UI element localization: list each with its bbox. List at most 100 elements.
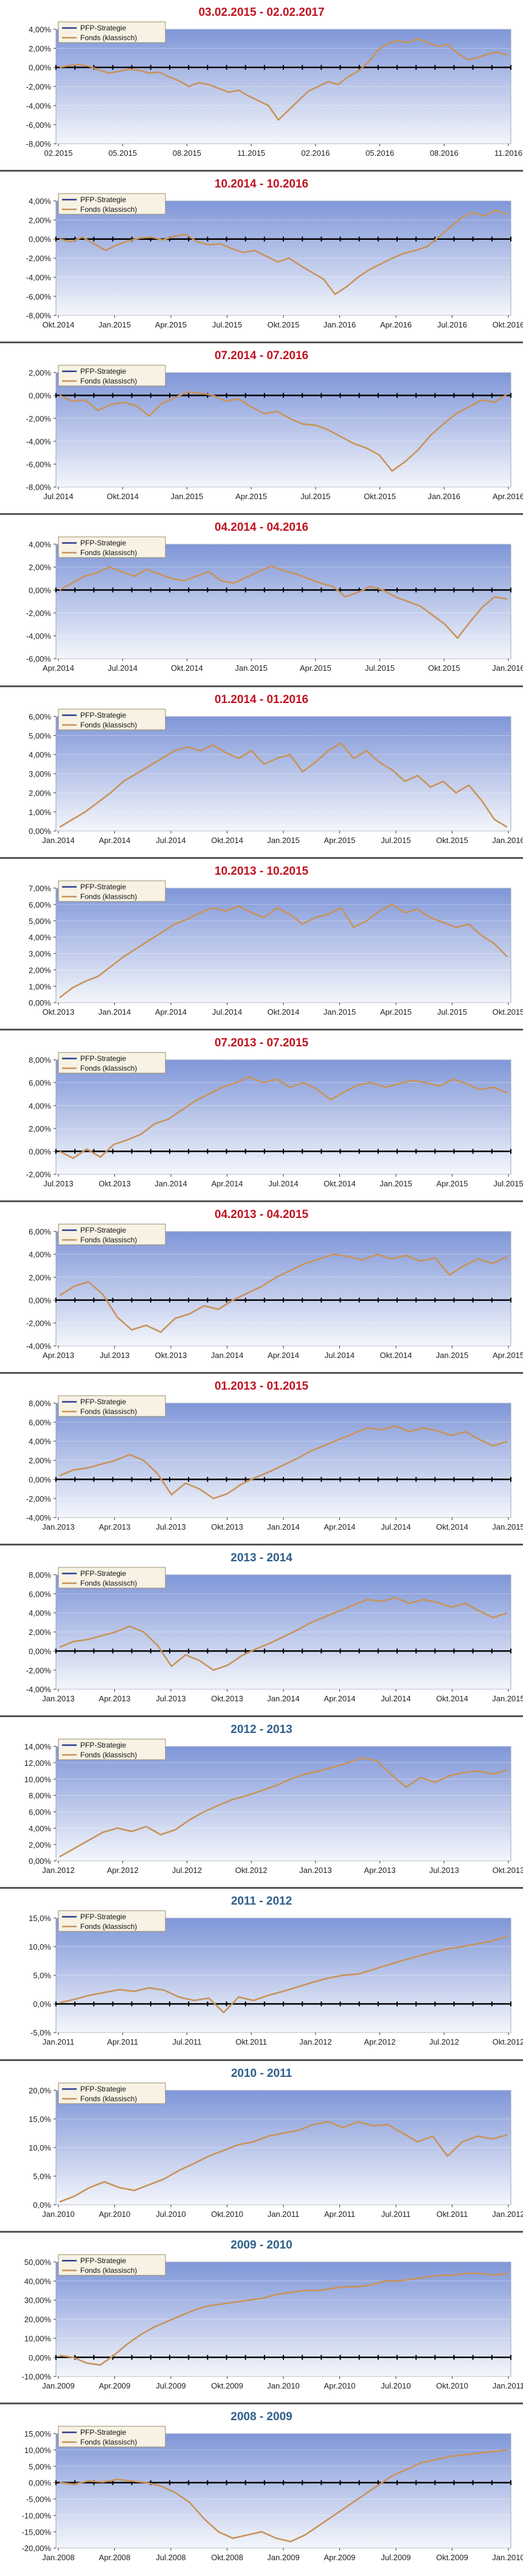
legend-label: PFP-Strategie [80,883,126,891]
y-tick-label: 7,00% [29,884,51,893]
x-tick-label: Okt.2014 [268,1007,300,1017]
y-tick-label: 0,00% [29,998,51,1007]
y-tick-label: -8,00% [26,139,52,149]
y-tick-label: 2,00% [29,215,51,225]
x-tick-label: Jul.2015 [212,320,242,329]
y-tick-label: -4,00% [26,273,52,282]
legend-label: PFP-Strategie [80,711,126,719]
y-tick-label: -2,00% [26,1318,52,1328]
y-tick-label: -6,00% [26,460,52,469]
x-tick-label: 02.2016 [301,149,330,158]
y-tick-label: -2,00% [26,1666,52,1675]
y-tick-label: -5,0% [30,2029,51,2038]
x-tick-label: Apr.2015 [436,1179,468,1188]
y-tick-label: -4,00% [26,437,52,446]
legend-label: PFP-Strategie [80,1741,126,1749]
legend-box [58,1395,166,1417]
x-tick-label: Jan.2011 [43,2038,75,2047]
x-tick-label: 05.2015 [108,149,137,158]
chart-title: 2008 - 2009 [230,2410,293,2423]
x-tick-label: Apr.2012 [364,2038,396,2047]
x-tick-label: Okt.2012 [493,2038,523,2047]
x-tick-label: Jul.2014 [212,1007,242,1017]
y-tick-label: 10,00% [24,2446,52,2455]
x-tick-label: Jan.2016 [492,664,523,673]
y-tick-label: 10,0% [29,2143,51,2152]
panel-separator [0,170,523,172]
chart-svg: 4,00%2,00%0,00%-2,00%-4,00%-6,00%Apr.201… [26,536,523,673]
y-tick-label: 0,0% [33,2200,51,2210]
x-tick-label: Jul.2014 [43,492,73,501]
y-tick-label: 6,00% [29,1590,51,1599]
chart-panel: 2010 - 2011 20,0% 15,0% 10,0% 5,0% 0,0% Jan.20… [0,2061,523,2233]
y-tick-label: -6,00% [26,292,52,301]
x-tick-label: Jan.2010 [267,2381,300,2390]
chart-panel: 10.2013 - 10.2015 7,00% 6,00% 5,00% 4,00% 3,0… [0,859,523,1031]
x-tick-label: Okt.2010 [436,2381,468,2390]
panel-separator [0,1372,523,1374]
x-tick-label: Jan.2015 [235,664,268,673]
x-tick-label: Jul.2012 [172,1866,202,1875]
legend-label: Fonds (klassisch) [80,721,137,729]
chart-panel: 07.2014 - 07.2016 2,00% 0,00% -2,00% -4,00% -… [0,343,523,516]
x-tick-label: Jul.2013 [156,1694,185,1703]
x-tick-label: Jul.2013 [100,1351,130,1360]
plot-area [55,1231,511,1346]
x-tick-label: Jan.2015 [492,1694,523,1703]
x-tick-label: Apr.2009 [99,2381,130,2390]
y-tick-label: -2,00% [26,1170,52,1179]
chart-title: 03.02.2015 - 02.02.2017 [198,6,325,19]
x-tick-label: Jul.2008 [156,2553,185,2562]
x-tick-label: Okt.2014 [171,664,203,673]
y-tick-label: 0,00% [29,1647,51,1656]
x-tick-label: Jul.2011 [172,2038,201,2047]
chart-panel: 2008 - 2009 15,00% 10,00% 5,00% 0,00% -5,00% -… [0,2404,523,2576]
y-tick-label: -2,00% [26,609,52,618]
y-tick-label: 20,00% [24,2315,52,2324]
x-tick-label: Jan.2014 [267,1522,300,1531]
plot-area [55,29,511,144]
legend-box [58,2082,166,2104]
chart-panel: 07.2013 - 07.2015 8,00% 6,00% 4,00% 2,00% 0,0… [0,1031,523,1202]
y-tick-label: -2,00% [26,1494,52,1503]
y-tick-label: 40,00% [24,2277,52,2286]
x-tick-label: Okt.2014 [436,1522,468,1531]
x-tick-label: Apr.2014 [324,1522,355,1531]
x-tick-label: Jul.2014 [381,1522,410,1531]
y-tick-label: -2,00% [26,415,52,424]
series-line-fonds [59,38,508,121]
x-tick-label: Apr.2015 [235,492,267,501]
y-tick-label: -20,00% [22,2544,52,2553]
chart-svg: 6,00%5,00%4,00%3,00%2,00%1,00%0,00%Jan.2… [29,709,523,845]
x-tick-label: Jan.2011 [268,2210,300,2219]
chart-panel: 01.2013 - 01.2015 8,00% 6,00% 4,00% 2,00% 0,0… [0,1374,523,1546]
legend-label: Fonds (klassisch) [80,892,137,901]
x-tick-label: Jan.2012 [299,2038,332,2047]
y-tick-label: 30,00% [24,2295,52,2305]
y-tick-label: -15,00% [22,2527,52,2536]
legend-label: PFP-Strategie [80,1226,126,1234]
x-tick-label: Apr.2010 [99,2210,130,2219]
y-tick-label: 10,0% [29,1942,51,1951]
x-tick-label: Okt.2009 [436,2553,468,2562]
y-tick-label: 8,00% [29,1055,51,1065]
x-tick-label: Jul.2015 [437,1007,467,1017]
y-tick-label: 2,00% [29,44,51,53]
y-tick-label: 6,00% [29,1418,51,1427]
y-tick-label: -5,00% [26,2494,52,2504]
series-line-fonds [59,1936,508,2014]
x-tick-label: Okt.2014 [380,1351,412,1360]
series-line-fonds [59,1597,508,1671]
x-tick-label: Jul.2015 [493,1179,523,1188]
plot-area [55,2433,511,2549]
x-tick-label: Apr.2013 [43,1351,74,1360]
x-tick-label: Jul.2014 [108,664,137,673]
x-tick-label: Jan.2015 [379,1179,412,1188]
y-tick-label: -2,00% [26,82,52,91]
series-line-fonds [59,209,508,296]
x-tick-label: Jul.2014 [156,836,185,845]
x-tick-label: Okt.2013 [43,1007,75,1017]
chart-title: 2009 - 2010 [230,2238,293,2252]
series-line-fonds [59,2449,508,2543]
chart-title: 10.2014 - 10.2016 [214,178,309,191]
